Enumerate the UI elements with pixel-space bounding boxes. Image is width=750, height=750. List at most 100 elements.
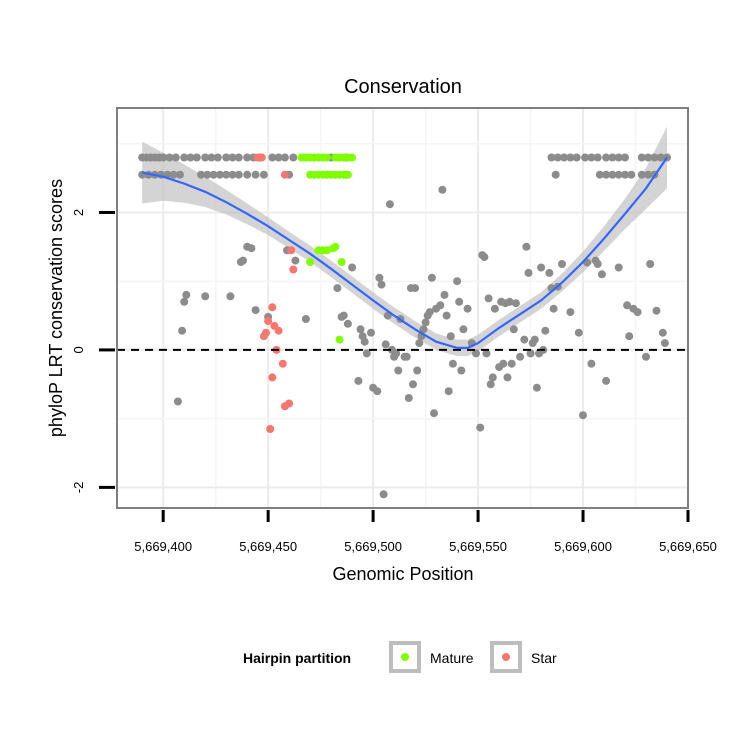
point-other [463, 304, 472, 313]
point-other [537, 263, 546, 272]
point-other [627, 170, 636, 179]
point-other [444, 387, 453, 396]
point-other [381, 340, 390, 349]
point-other [482, 349, 491, 358]
point-other [165, 153, 174, 162]
point-other [551, 170, 560, 179]
point-other [572, 153, 581, 162]
point-other [375, 273, 384, 282]
point-other [274, 153, 283, 162]
point-other [259, 170, 268, 179]
point-other [602, 153, 611, 162]
point-star [274, 326, 283, 335]
point-other [377, 280, 386, 289]
point-other [343, 319, 352, 328]
point-other [541, 326, 550, 335]
point-other [180, 153, 189, 162]
point-other [549, 304, 558, 313]
point-star [268, 303, 277, 312]
point-other [430, 409, 438, 418]
point-other [251, 170, 260, 179]
point-star [264, 317, 273, 326]
point-other [650, 153, 659, 162]
point-other [171, 153, 180, 162]
y-tick-label: -2 [71, 482, 86, 494]
point-other [213, 153, 222, 162]
point-other [581, 153, 590, 162]
point-other [178, 326, 187, 335]
legend-title: Hairpin partition [243, 650, 351, 666]
legend-dot-mature [401, 653, 409, 661]
point-other [354, 376, 363, 385]
point-other [192, 153, 201, 162]
point-mature [306, 258, 315, 266]
point-other [532, 383, 541, 392]
point-other [243, 153, 252, 162]
point-other [301, 315, 310, 323]
point-other [509, 325, 518, 334]
point-other [499, 359, 508, 368]
point-other [579, 411, 587, 420]
point-star [280, 402, 289, 411]
point-other [291, 256, 300, 265]
point-other [215, 170, 224, 179]
point-other [553, 153, 562, 162]
legend: Hairpin partition Mature Star [243, 641, 557, 673]
point-other [484, 294, 493, 303]
point-other [201, 292, 210, 301]
x-axis: 5,669,400 5,669,450 5,669,500 5,669,550 5,66… [134, 510, 717, 554]
point-other [507, 359, 516, 368]
x-tick-label: 5,669,650 [659, 539, 717, 554]
x-axis-title: Genomic Position [332, 564, 473, 584]
point-other [453, 277, 462, 286]
point-other [226, 292, 235, 301]
point-other [348, 263, 357, 272]
plot-background [117, 108, 688, 508]
point-other [207, 153, 216, 162]
point-other [268, 153, 277, 162]
point-other [455, 297, 464, 306]
point-other [228, 170, 237, 179]
point-other [608, 170, 617, 179]
point-other [415, 339, 424, 348]
point-other [530, 335, 539, 344]
point-other [421, 318, 430, 327]
point-other [595, 170, 604, 179]
point-other [394, 366, 403, 375]
point-other [176, 170, 184, 179]
point-star [280, 170, 289, 179]
point-other [436, 301, 445, 310]
point-other [593, 260, 602, 268]
point-other [228, 153, 237, 162]
point-other [234, 170, 243, 179]
x-tick-label: 5,669,450 [239, 539, 297, 554]
point-other [472, 349, 480, 358]
point-other [385, 200, 394, 209]
point-other [545, 268, 554, 277]
point-other [379, 490, 388, 499]
point-star [287, 246, 296, 255]
point-star [257, 153, 266, 162]
point-other [560, 153, 569, 162]
point-star [266, 425, 275, 433]
point-other [356, 325, 365, 334]
point-other [566, 308, 575, 317]
point-other [373, 387, 382, 396]
point-mature [335, 335, 344, 344]
point-other [289, 153, 298, 162]
point-other [362, 349, 371, 358]
point-other [480, 253, 489, 262]
point-other [623, 301, 632, 310]
point-other [476, 423, 485, 432]
point-other [169, 170, 178, 179]
point-other [614, 170, 623, 179]
point-other [201, 153, 210, 162]
point-other [360, 337, 369, 346]
point-other [488, 373, 497, 382]
point-other [524, 268, 533, 277]
point-other [621, 170, 629, 179]
point-other [419, 325, 428, 334]
point-other [247, 244, 256, 253]
x-tick-label: 5,669,550 [449, 539, 507, 554]
point-other [547, 153, 556, 162]
